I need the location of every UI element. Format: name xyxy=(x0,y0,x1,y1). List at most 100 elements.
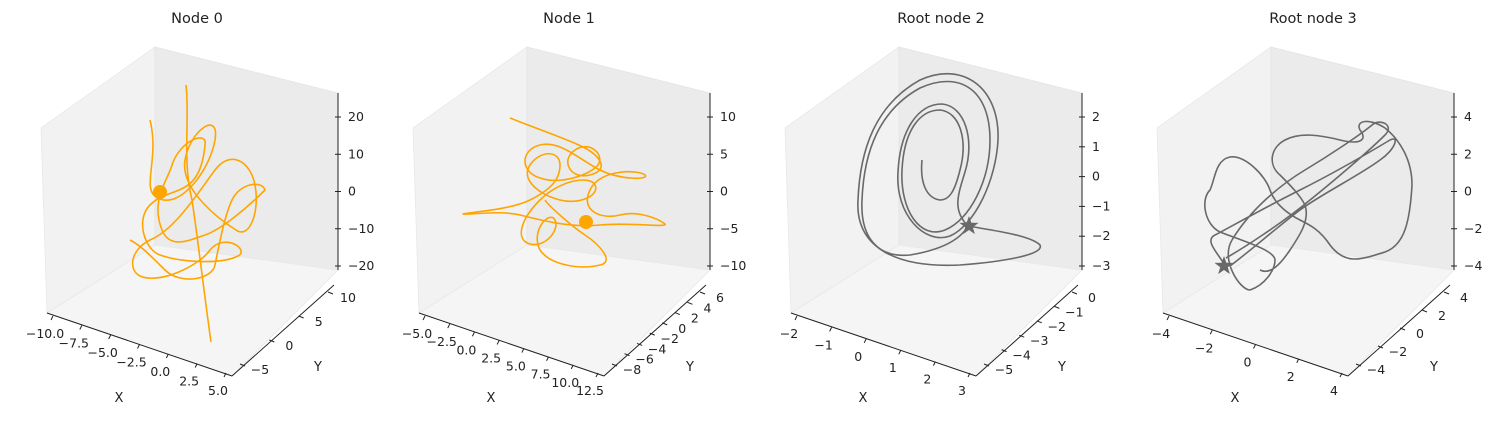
panel-title: Node 0 xyxy=(171,11,223,27)
z-tick-label: 5 xyxy=(720,146,728,161)
y-tick-label: 2 xyxy=(691,311,699,326)
x-tick-mark xyxy=(595,372,599,378)
y-tick-label: 0 xyxy=(1416,326,1424,341)
z-tick-label: 0 xyxy=(348,184,356,199)
x-tick-mark xyxy=(137,344,140,349)
y-tick-label: 6 xyxy=(716,290,724,305)
x-tick-mark xyxy=(496,340,500,345)
y-tick-mark xyxy=(327,291,334,295)
y-tick-label: −5 xyxy=(251,362,269,377)
y-tick-label: −2 xyxy=(1389,344,1407,359)
start-marker-1 xyxy=(579,215,593,229)
x-tick-mark xyxy=(1209,330,1213,335)
x-tick-mark xyxy=(422,315,426,321)
y-tick-label: −3 xyxy=(1030,333,1048,348)
y-tick-mark xyxy=(687,301,693,305)
trajectory-line-2 xyxy=(857,72,1041,267)
y-tick-mark xyxy=(611,363,618,367)
x-tick-label: −2 xyxy=(780,326,798,341)
start-marker-3 xyxy=(1214,256,1234,275)
x-tick-label: −7.5 xyxy=(59,336,89,351)
y-tick-label: −6 xyxy=(635,352,653,367)
x-tick-mark xyxy=(447,323,451,329)
y-tick-label: 0 xyxy=(1088,290,1096,305)
x-tick-label: 0.0 xyxy=(456,342,476,357)
x-tick-mark xyxy=(1166,315,1170,321)
y-tick-mark xyxy=(1399,327,1406,331)
x-tick-mark xyxy=(194,363,198,368)
x-tick-label: −1 xyxy=(814,337,832,352)
y-axis-label: Y xyxy=(313,360,322,375)
y-tick-mark xyxy=(1054,305,1060,309)
y-tick-mark xyxy=(298,315,304,319)
trajectory-line-1 xyxy=(462,117,666,268)
x-tick-mark xyxy=(50,315,54,321)
x-tick-mark xyxy=(79,325,83,330)
x-tick-mark xyxy=(521,348,525,353)
trajectory-line-0 xyxy=(129,84,266,343)
back-pane xyxy=(526,46,711,271)
y-axis-line xyxy=(603,284,707,377)
x-tick-label: 0 xyxy=(1244,355,1252,370)
z-tick-label: −2 xyxy=(1092,228,1110,243)
z-tick-label: −5 xyxy=(720,221,738,236)
x-tick-mark xyxy=(165,353,169,359)
y-tick-label: 0 xyxy=(678,321,686,336)
x-tick-mark xyxy=(1339,372,1343,378)
z-tick-label: −20 xyxy=(348,258,374,273)
z-tick-label: 10 xyxy=(348,146,364,161)
y-tick-label: −4 xyxy=(648,341,666,356)
x-tick-label: 2.5 xyxy=(481,350,501,365)
x-tick-mark xyxy=(570,364,574,370)
x-tick-label: 12.5 xyxy=(576,383,604,398)
x-tick-label: 3 xyxy=(958,383,966,398)
x-tick-mark xyxy=(898,349,902,355)
y-tick-mark xyxy=(983,363,990,367)
y-tick-mark xyxy=(662,322,668,326)
y-tick-label: −2 xyxy=(660,331,678,346)
x-tick-mark xyxy=(1296,358,1300,363)
y-tick-mark xyxy=(699,291,706,295)
z-tick-label: 4 xyxy=(1464,109,1472,124)
y-tick-label: 4 xyxy=(1460,290,1468,305)
y-tick-mark xyxy=(269,339,275,343)
y-tick-mark xyxy=(1071,291,1078,295)
x-tick-label: 1 xyxy=(889,360,897,375)
x-tick-label: −5.0 xyxy=(402,326,432,341)
y-axis-label: Y xyxy=(1057,360,1066,375)
x-tick-label: 0 xyxy=(854,349,862,364)
y-tick-label: 0 xyxy=(285,338,293,353)
x-tick-mark xyxy=(108,334,112,340)
x-tick-mark xyxy=(471,332,475,337)
y-tick-mark xyxy=(1377,345,1384,349)
z-tick-label: 20 xyxy=(348,109,364,124)
x-tick-label: 2.5 xyxy=(179,374,199,389)
panel-title: Root node 2 xyxy=(897,11,984,27)
z-tick-label: −2 xyxy=(1464,221,1482,236)
start-marker-2 xyxy=(959,216,979,235)
y-tick-label: −2 xyxy=(1048,319,1066,334)
x-tick-mark xyxy=(546,356,550,361)
y-tick-mark xyxy=(1421,309,1428,313)
y-tick-label: −4 xyxy=(1012,348,1030,363)
y-tick-label: 4 xyxy=(703,300,711,315)
x-axis-label: X xyxy=(859,391,868,406)
z-tick-label: 2 xyxy=(1464,146,1472,161)
panel-1: −5.0−2.50.02.55.07.510.012.5X−8−6−4−2024… xyxy=(402,11,747,406)
panel-title: Node 1 xyxy=(543,11,595,27)
y-tick-mark xyxy=(1355,363,1362,367)
y-tick-label: 10 xyxy=(340,290,356,305)
y-tick-mark xyxy=(1443,291,1450,295)
x-tick-mark xyxy=(223,372,227,378)
y-tick-mark xyxy=(239,363,246,367)
x-tick-mark xyxy=(932,361,936,366)
back-pane xyxy=(154,46,339,271)
y-tick-label: 5 xyxy=(315,314,323,329)
y-tick-mark xyxy=(624,353,630,357)
panel-0: −10.0−7.5−5.0−2.5 0.0 2.5 5.0 X −5 0 5 10 Y −20 −10… xyxy=(26,11,375,406)
y-tick-mark xyxy=(1001,349,1007,353)
y-tick-mark xyxy=(636,342,643,346)
y-tick-label: −1 xyxy=(1065,304,1083,319)
y-axis-line xyxy=(975,284,1079,377)
